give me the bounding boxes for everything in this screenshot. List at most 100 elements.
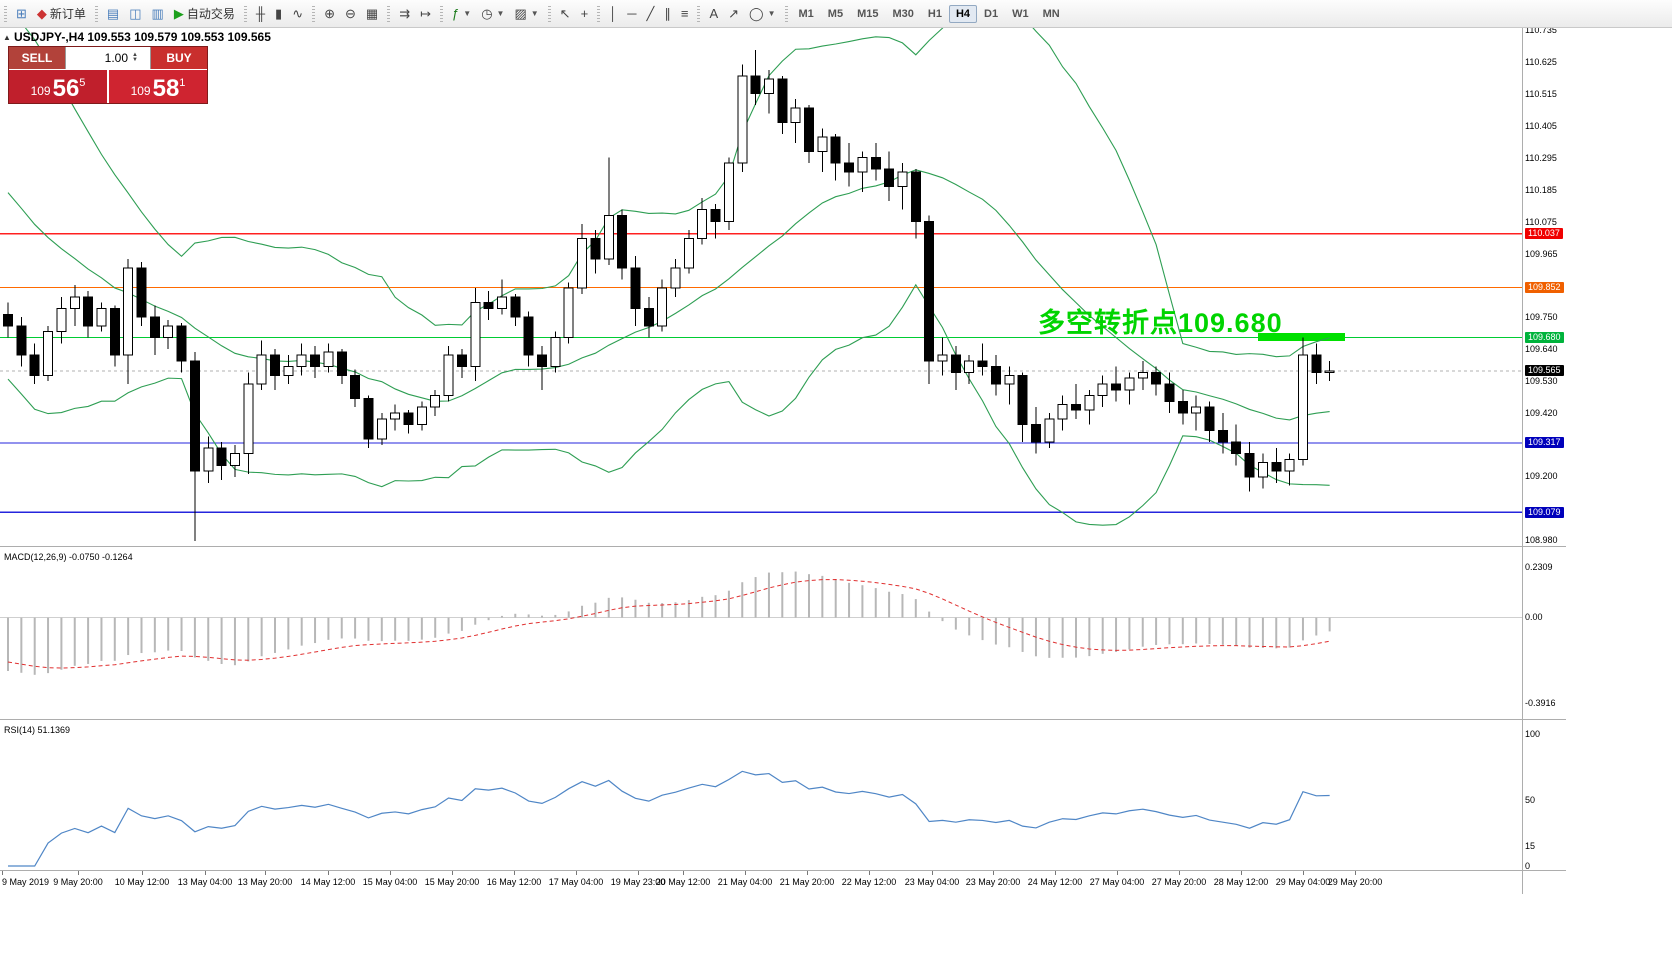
line-chart-icon[interactable]: ∿	[287, 3, 308, 24]
candle	[844, 162, 855, 173]
tile-windows-icon[interactable]: ▦	[361, 3, 383, 24]
toolbar-grip[interactable]	[597, 5, 601, 22]
auto-scroll-icon[interactable]: ⇉	[394, 3, 415, 24]
autotrading-button[interactable]: ▶ 自动交易	[169, 3, 240, 24]
one-click-collapse-arrow[interactable]: ▲	[3, 33, 11, 42]
candle	[336, 351, 347, 376]
text-icon[interactable]: A	[704, 3, 723, 24]
buy-price-pip: 1	[179, 77, 186, 89]
crosshair-icon[interactable]: +	[576, 3, 594, 24]
data-window-icon[interactable]: ◫	[124, 3, 146, 24]
candle	[830, 136, 841, 164]
candle	[1151, 371, 1162, 385]
candle	[697, 209, 708, 240]
periods-button[interactable]: ◷ ▼	[476, 3, 509, 24]
timeframe-button-m15[interactable]: M15	[857, 7, 879, 20]
new-order-button[interactable]: ◆ 新订单	[32, 3, 91, 24]
volume-input[interactable]	[66, 50, 130, 66]
candle	[737, 75, 748, 164]
one-click-trading-panel: SELL ▲▼ BUY 109 56 5 109 58 1	[8, 46, 208, 104]
new-chart-icon[interactable]: ⊞	[11, 3, 32, 24]
toolbar-grip[interactable]	[94, 5, 98, 22]
fibonacci-icon[interactable]: ≡	[676, 3, 694, 24]
toolbar-grip[interactable]	[547, 5, 551, 22]
candle	[176, 325, 187, 362]
toolbar: ⊞ ◆ 新订单 ▤ ◫ ▥ ▶ 自动交易 ╫ ▮ ∿ ⊕ ⊖ ▦ ⇉ ↦ ƒ ▼ ◷ ▼ ▨ ▼ ↖ + │ ─ ╱ ∥ ≡ A ↗ ◯ ▼ M1…	[0, 0, 1672, 28]
vertical-line-icon[interactable]: │	[604, 3, 622, 24]
sell-price-prefix: 109	[30, 84, 51, 98]
chart-annotation-text[interactable]: 多空转折点109.680	[1038, 308, 1283, 338]
zoom-in-icon[interactable]: ⊕	[319, 3, 340, 24]
sell-button[interactable]: SELL	[9, 47, 65, 69]
candle	[350, 374, 361, 400]
market-watch-icon[interactable]: ▤	[102, 3, 124, 24]
buy-button[interactable]: BUY	[151, 47, 207, 69]
trendline-icon[interactable]: ╱	[642, 3, 660, 24]
timeframe-button-m30[interactable]: M30	[892, 7, 914, 20]
candle	[483, 302, 494, 309]
horizontal-line-icon[interactable]: ─	[622, 3, 641, 24]
new-chart-icon: ⊞	[16, 6, 27, 21]
cursor-icon[interactable]: ↖	[555, 3, 576, 24]
macd-label: MACD(12,26,9) -0.0750 -0.1264	[4, 552, 133, 562]
price-chart-panel[interactable]	[0, 27, 1522, 546]
timeframe-button-d1[interactable]: D1	[984, 7, 999, 20]
navigator-icon[interactable]: ▥	[147, 3, 169, 24]
sell-price-pip: 5	[79, 77, 86, 89]
rsi-panel[interactable]	[0, 722, 1522, 870]
candle	[964, 360, 975, 373]
toolbar-grip[interactable]	[784, 5, 788, 22]
candle	[443, 354, 454, 397]
candle	[69, 296, 80, 309]
auto-scroll-icon: ⇉	[399, 6, 411, 21]
panel-separator[interactable]	[0, 546, 1566, 547]
indicators-button[interactable]: ƒ ▼	[447, 3, 476, 24]
candle	[857, 156, 868, 173]
toolbar-grip[interactable]	[697, 5, 701, 22]
candle	[470, 302, 481, 368]
zoom-in-icon: ⊕	[324, 6, 336, 21]
autotrading-button: ▶	[173, 6, 184, 21]
timeframe-button-m5[interactable]: M5	[827, 7, 844, 20]
candle	[750, 75, 761, 94]
shapes-button[interactable]: ◯ ▼	[744, 3, 780, 24]
candle	[1271, 461, 1282, 472]
timeframe-button-mn[interactable]: MN	[1042, 7, 1060, 20]
macd-panel[interactable]	[0, 549, 1522, 719]
buy-price[interactable]: 109 58 1	[109, 70, 207, 103]
bar-chart-icon[interactable]: ╫	[251, 3, 270, 24]
candle	[910, 171, 921, 222]
toolbar-grip[interactable]	[387, 5, 391, 22]
new-order-button-label: 新订单	[49, 7, 86, 21]
candle	[229, 453, 240, 466]
templates-button[interactable]: ▨ ▼	[509, 3, 543, 24]
bar-chart-icon: ╫	[255, 6, 266, 21]
timeframe-button-m1[interactable]: M1	[798, 7, 814, 20]
panel-separator[interactable]	[0, 719, 1566, 720]
candle	[56, 307, 67, 333]
toolbar-grip[interactable]	[312, 5, 316, 22]
volume-spinner[interactable]: ▲ ▼	[132, 52, 138, 63]
toolbar-grip[interactable]	[4, 5, 7, 22]
chart-shift-icon[interactable]: ↦	[415, 3, 436, 24]
candle	[1004, 374, 1015, 385]
equidistant-channel-icon[interactable]: ∥	[659, 3, 676, 24]
toolbar-grip[interactable]	[243, 5, 247, 22]
indicators-button: ƒ	[452, 6, 460, 21]
toolbar-grip[interactable]	[440, 5, 444, 22]
level-highlight-bar[interactable]	[1258, 333, 1345, 342]
candle	[416, 406, 427, 426]
arrows-icon[interactable]: ↗	[723, 3, 744, 24]
timeframe-button-h4[interactable]: H4	[948, 4, 977, 23]
zoom-out-icon[interactable]: ⊖	[340, 3, 361, 24]
candle	[1284, 459, 1295, 472]
candle	[603, 214, 614, 260]
sell-price[interactable]: 109 56 5	[9, 70, 107, 103]
timeframe-button-h1[interactable]: H1	[927, 7, 942, 20]
candlestick-chart-icon[interactable]: ▮	[270, 3, 287, 24]
candle	[189, 360, 200, 472]
rsi-line	[8, 770, 1330, 867]
timeframe-button-w1[interactable]: W1	[1012, 7, 1029, 20]
candle	[109, 307, 120, 356]
